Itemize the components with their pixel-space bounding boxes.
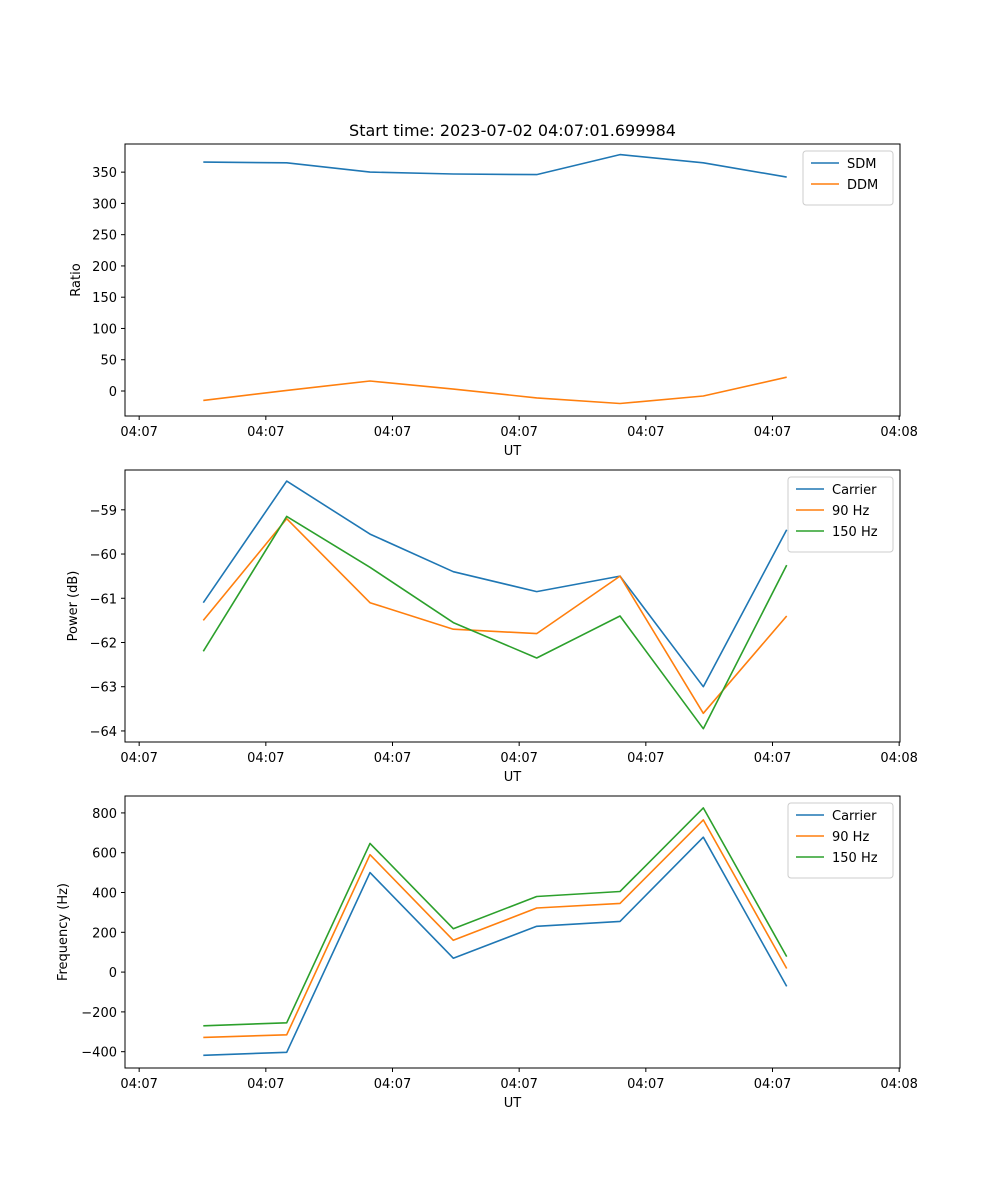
x-tick-label: 04:07 [754, 425, 791, 440]
axes-frame [124, 143, 901, 417]
legend-label: 150 Hz [832, 851, 878, 866]
y-tick-label: 0 [109, 966, 117, 981]
x-tick-label: 04:07 [627, 1077, 664, 1092]
legend: SDM DDM [802, 150, 894, 206]
series-line-90-hz [203, 819, 788, 1039]
y-tick-label: −61 [90, 592, 117, 607]
x-tick-label: 04:07 [374, 425, 411, 440]
y-tick-label: 600 [92, 847, 117, 862]
x-tick-label: 04:07 [120, 425, 157, 440]
axes-frame [124, 469, 901, 743]
x-tick-label: 04:07 [754, 751, 791, 766]
y-axis-label: Power (dB) [66, 571, 81, 642]
legend-label: 150 Hz [832, 525, 878, 540]
legend-box [787, 802, 894, 879]
x-tick-label: 04:07 [754, 1077, 791, 1092]
y-tick-label: −60 [90, 548, 117, 563]
x-tick-label: 04:07 [374, 1077, 411, 1092]
y-tick-label: −62 [90, 636, 117, 651]
chart-2: 04:07 04:07 04:07 04:07 04:07 04:07 04:08 −64 −6… [66, 469, 918, 785]
y-tick-label: 250 [92, 229, 117, 244]
x-tick-label: 04:07 [627, 425, 664, 440]
chart-3: 04:07 04:07 04:07 04:07 04:07 04:07 04:08 −400 −… [56, 795, 918, 1111]
y-tick-label: 100 [92, 322, 117, 337]
legend-label: 90 Hz [832, 504, 869, 519]
y-tick-label: 50 [100, 354, 117, 369]
series-line-carrier [202, 480, 788, 688]
x-tick-label: 04:07 [500, 425, 537, 440]
y-tick-label: −63 [90, 681, 117, 696]
legend-box [787, 476, 894, 553]
x-tick-label: 04:07 [500, 1077, 537, 1092]
legend-label: Carrier [832, 809, 877, 824]
y-tick-label: 800 [92, 807, 117, 822]
x-tick-label: 04:08 [880, 751, 917, 766]
x-tick-label: 04:07 [247, 751, 284, 766]
x-tick-label: 04:07 [120, 1077, 157, 1092]
y-tick-label: −64 [90, 725, 117, 740]
y-axis-label: Ratio [69, 263, 84, 296]
series-line-150-hz [203, 807, 788, 1027]
y-tick-label: −200 [81, 1006, 117, 1021]
chart-title: Start time: 2023-07-02 04:07:01.699984 [349, 121, 676, 140]
x-axis-label: UT [504, 770, 522, 785]
series-line-sdm [203, 153, 787, 178]
y-tick-label: 200 [92, 260, 117, 275]
y-axis-label: Frequency (Hz) [56, 883, 71, 981]
chart-1: Start time: 2023-07-02 04:07:01.699984 04… [69, 121, 918, 459]
y-tick-label: 400 [92, 887, 117, 902]
legend-box [802, 150, 894, 206]
x-axis-label: UT [504, 444, 522, 459]
x-tick-label: 04:07 [120, 751, 157, 766]
series-line-90-hz [202, 517, 788, 715]
legend-label: SDM [847, 157, 876, 172]
y-tick-label: 200 [92, 926, 117, 941]
y-tick-label: 300 [92, 197, 117, 212]
y-tick-label: 150 [92, 291, 117, 306]
x-tick-label: 04:07 [500, 751, 537, 766]
y-tick-label: 350 [92, 166, 117, 181]
x-tick-label: 04:07 [374, 751, 411, 766]
legend: Carrier 90 Hz 150 Hz [787, 476, 894, 553]
x-tick-label: 04:07 [627, 751, 664, 766]
series-line-150-hz [202, 515, 788, 730]
y-tick-label: −400 [81, 1046, 117, 1061]
x-tick-label: 04:08 [880, 425, 917, 440]
axes-frame [124, 795, 901, 1069]
x-tick-label: 04:08 [880, 1077, 917, 1092]
series-line-ddm [203, 376, 787, 405]
y-tick-label: 0 [109, 385, 117, 400]
x-tick-label: 04:07 [247, 425, 284, 440]
legend-label: DDM [847, 178, 878, 193]
series-line-carrier [203, 836, 788, 1057]
legend: Carrier 90 Hz 150 Hz [787, 802, 894, 879]
y-tick-label: −59 [90, 504, 117, 519]
legend-label: 90 Hz [832, 830, 869, 845]
x-tick-label: 04:07 [247, 1077, 284, 1092]
x-axis-label: UT [504, 1096, 522, 1111]
legend-label: Carrier [832, 483, 877, 498]
